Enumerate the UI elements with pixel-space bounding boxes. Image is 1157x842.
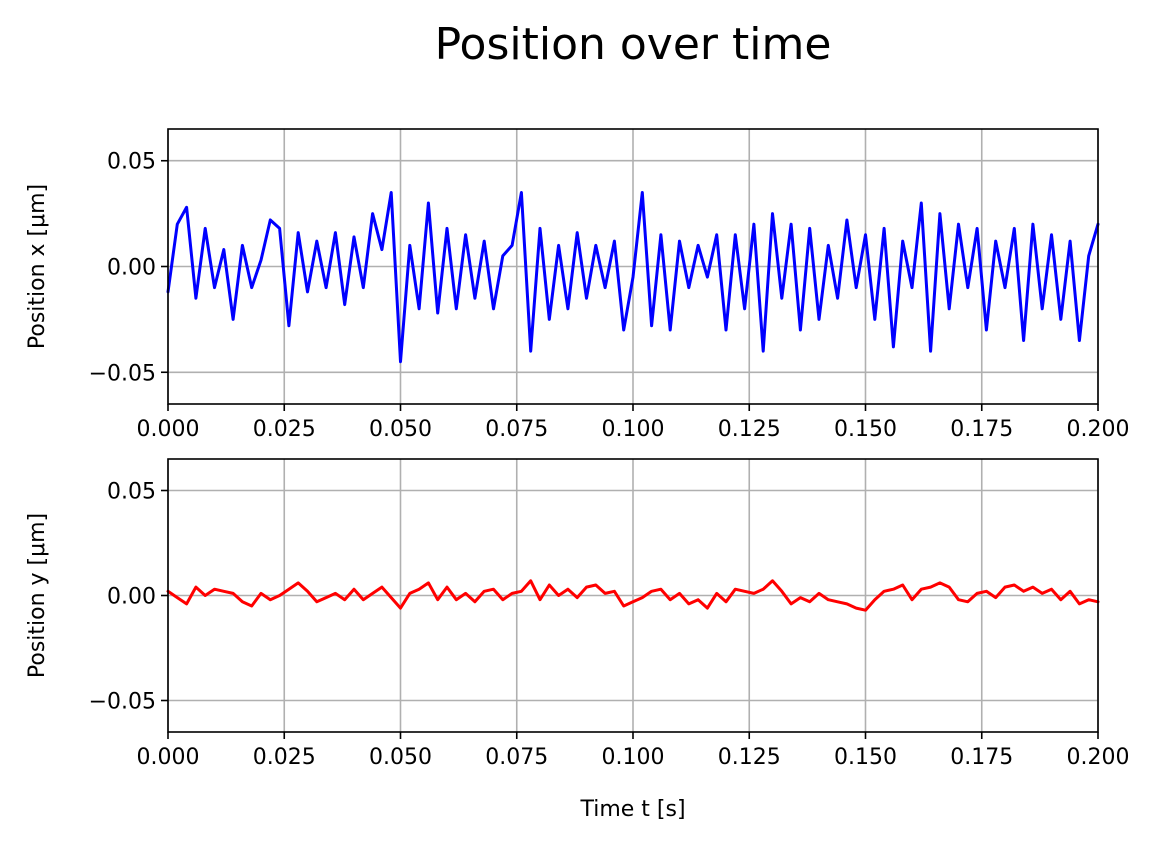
x-tick-label: 0.125 — [718, 745, 781, 770]
x-tick-label: 0.100 — [602, 417, 665, 442]
x-tick-label: 0.025 — [253, 745, 316, 770]
y-tick-label: 0.05 — [107, 150, 156, 175]
x-tick-label: 0.000 — [137, 417, 200, 442]
series-line — [166, 190, 1100, 364]
x-tick-label: 0.150 — [834, 745, 897, 770]
y-tick-label: 0.05 — [107, 480, 156, 505]
x-tick-label: 0.050 — [369, 417, 432, 442]
series-line — [166, 579, 1100, 612]
y-tick-label: −0.05 — [89, 690, 156, 715]
x-tick-label: 0.150 — [834, 417, 897, 442]
x-tick-label: 0.125 — [718, 417, 781, 442]
bottom-subplot: 0.000 0.025 0.050 0.075 0.100 0.125 0.150 0.175… — [25, 458, 1130, 822]
x-tick-label: 0.000 — [137, 745, 200, 770]
x-axis-label: Time t [s] — [579, 797, 685, 822]
x-tick-label: 0.100 — [602, 745, 665, 770]
y-axis-label: Position y [μm] — [25, 513, 50, 678]
x-tick-label: 0.075 — [485, 745, 548, 770]
x-tick-label: 0.200 — [1067, 745, 1130, 770]
top-subplot: 0.000 0.025 0.050 0.075 0.100 0.125 0.150 0.175… — [25, 128, 1130, 442]
figure-title: Position over time — [435, 19, 832, 70]
x-tick-label: 0.050 — [369, 745, 432, 770]
y-tick-label: 0.00 — [107, 585, 156, 610]
y-tick-label: 0.00 — [107, 256, 156, 281]
x-tick-label: 0.025 — [253, 417, 316, 442]
y-axis-label: Position x [μm] — [25, 184, 50, 349]
x-tick-label: 0.075 — [485, 417, 548, 442]
y-tick-label: −0.05 — [89, 361, 156, 386]
x-tick-label: 0.175 — [950, 745, 1013, 770]
x-tick-label: 0.175 — [950, 417, 1013, 442]
x-tick-label: 0.200 — [1067, 417, 1130, 442]
